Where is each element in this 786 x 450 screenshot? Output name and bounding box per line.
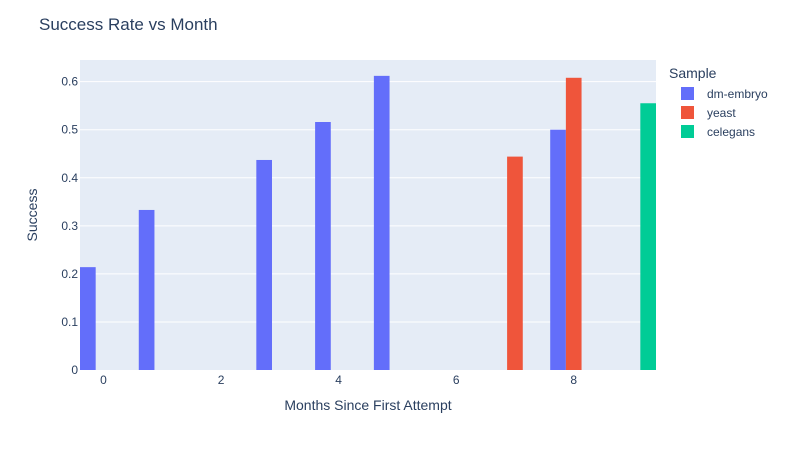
bar-dm-embryo[interactable] [373,75,390,370]
y-tick-label: 0.3 [61,219,78,233]
y-tick-label: 0 [71,363,78,377]
bars [80,75,656,371]
x-axis: 0 2 4 6 8 [100,373,577,387]
y-tick-label: 0.6 [61,75,78,89]
bar-dm-embryo[interactable] [80,267,96,370]
legend-label[interactable]: yeast [707,106,736,120]
x-tick-label: 2 [218,373,225,387]
bar-dm-embryo[interactable] [256,159,272,370]
bar-yeast[interactable] [507,156,523,370]
y-tick-label: 0.2 [61,267,78,281]
y-axis-title: Success [24,189,40,242]
x-tick-label: 0 [100,373,107,387]
y-axis: 0 0.1 0.2 0.3 0.4 0.5 0.6 [61,75,78,377]
legend-swatch[interactable] [681,125,694,138]
bar-dm-embryo[interactable] [315,122,331,370]
y-tick-label: 0.1 [61,315,78,329]
bar-dm-embryo[interactable] [138,209,155,370]
legend-swatch[interactable] [681,106,694,119]
y-tick-label: 0.4 [61,171,78,185]
legend-swatch[interactable] [681,87,694,100]
x-axis-title: Months Since First Attempt [284,397,451,413]
x-tick-label: 4 [335,373,342,387]
bar-celegans[interactable] [640,103,656,371]
bar-yeast[interactable] [565,77,582,370]
grid [80,81,656,323]
x-tick-label: 8 [570,373,577,387]
y-tick-label: 0.5 [61,123,78,137]
legend-label[interactable]: celegans [707,125,755,139]
x-tick-label: 6 [453,373,460,387]
legend[interactable]: Sample dm-embryo yeast celegans [669,65,768,139]
legend-label[interactable]: dm-embryo [707,87,768,101]
chart-title: Success Rate vs Month [39,15,218,34]
legend-title: Sample [669,65,717,81]
bar-dm-embryo[interactable] [550,129,566,370]
